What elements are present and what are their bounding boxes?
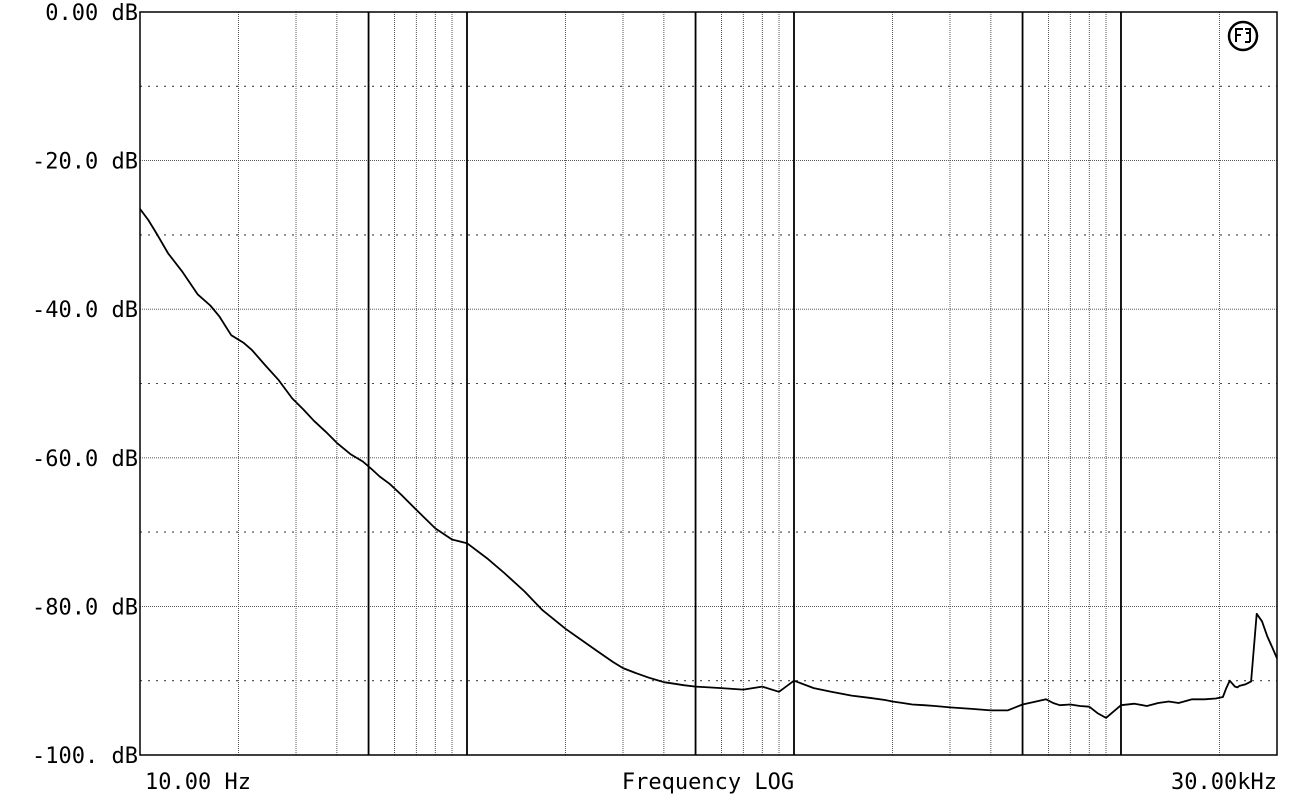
major-gridlines bbox=[367, 12, 1122, 755]
series-layer bbox=[139, 208, 1278, 719]
audio-precision-logo-icon bbox=[1227, 20, 1259, 52]
y-tick-label: -20.0 dB bbox=[32, 150, 138, 175]
series-line bbox=[139, 208, 1278, 719]
y-tick-label: -100. dB bbox=[32, 744, 138, 769]
y-tick-label: -60.0 dB bbox=[32, 447, 138, 472]
y-tick-label: -40.0 dB bbox=[32, 298, 138, 323]
minor-gridlines bbox=[140, 11, 1277, 756]
plot-frame bbox=[139, 11, 1278, 756]
x-axis-end-label: 30.00kHz bbox=[1171, 770, 1277, 795]
x-axis-start-label: 10.00 Hz bbox=[145, 770, 251, 795]
y-tick-label: -80.0 dB bbox=[32, 595, 138, 620]
y-axis-tick-labels: 0.00 dB -20.0 dB -40.0 dB -60.0 dB -80.0 dB -… bbox=[32, 1, 138, 769]
x-axis-title: Frequency LOG bbox=[622, 770, 794, 795]
y-tick-label: 0.00 dB bbox=[45, 1, 138, 26]
